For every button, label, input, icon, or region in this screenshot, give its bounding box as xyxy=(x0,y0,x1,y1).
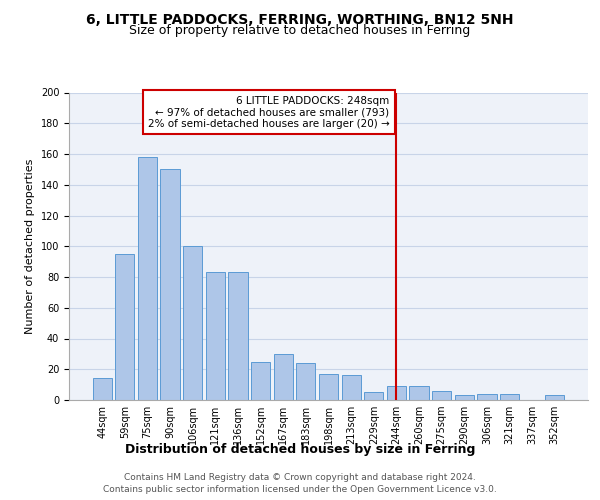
Bar xyxy=(409,386,428,400)
Bar xyxy=(296,363,316,400)
Bar xyxy=(545,396,565,400)
Bar xyxy=(364,392,383,400)
Text: Size of property relative to detached houses in Ferring: Size of property relative to detached ho… xyxy=(130,24,470,37)
Bar xyxy=(160,170,180,400)
Bar xyxy=(206,272,225,400)
Bar xyxy=(92,378,112,400)
Text: 6, LITTLE PADDOCKS, FERRING, WORTHING, BN12 5NH: 6, LITTLE PADDOCKS, FERRING, WORTHING, B… xyxy=(86,12,514,26)
Bar xyxy=(319,374,338,400)
Bar xyxy=(274,354,293,400)
Bar xyxy=(229,272,248,400)
Text: Contains HM Land Registry data © Crown copyright and database right 2024.: Contains HM Land Registry data © Crown c… xyxy=(124,472,476,482)
Bar xyxy=(477,394,497,400)
Text: Contains public sector information licensed under the Open Government Licence v3: Contains public sector information licen… xyxy=(103,485,497,494)
Bar xyxy=(138,157,157,400)
Bar xyxy=(500,394,519,400)
Bar xyxy=(251,362,270,400)
Bar xyxy=(115,254,134,400)
Text: 6 LITTLE PADDOCKS: 248sqm
← 97% of detached houses are smaller (793)
2% of semi-: 6 LITTLE PADDOCKS: 248sqm ← 97% of detac… xyxy=(148,96,389,129)
Bar xyxy=(341,376,361,400)
Bar xyxy=(432,391,451,400)
Bar xyxy=(387,386,406,400)
Text: Distribution of detached houses by size in Ferring: Distribution of detached houses by size … xyxy=(125,442,475,456)
Bar xyxy=(455,396,474,400)
Y-axis label: Number of detached properties: Number of detached properties xyxy=(25,158,35,334)
Bar xyxy=(183,246,202,400)
